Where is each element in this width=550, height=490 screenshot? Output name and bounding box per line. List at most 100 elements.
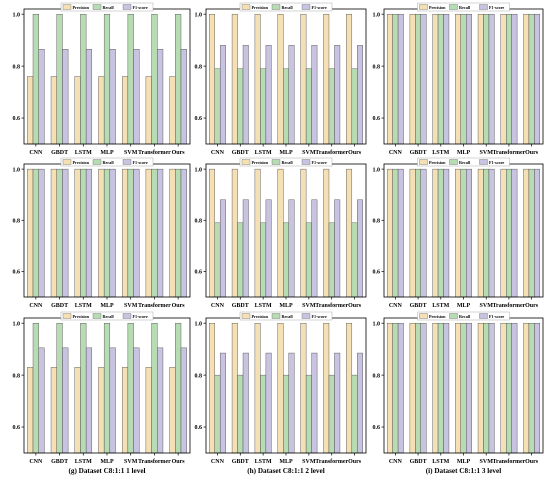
x-tick-label-cnn: CNN [211, 303, 225, 309]
legend-swatch-f1-score [301, 313, 311, 319]
legend-swatch-recall [92, 313, 102, 319]
legend-swatch-recall [92, 159, 102, 165]
bar-precision-cnn [27, 367, 34, 454]
x-tick-label-mlp: MLP [100, 459, 114, 465]
x-tick-label-lstm: LSTM [432, 303, 449, 309]
bar-recall-ours [528, 13, 535, 145]
y-tick-label: 0.6 [195, 425, 203, 431]
bar-precision-transformer [323, 168, 330, 298]
x-tick-label-lstm: LSTM [432, 150, 449, 156]
bar-recall-mlp [103, 13, 111, 145]
bar-recall-svm [483, 168, 490, 298]
x-tick-label-mlp: MLP [279, 459, 293, 465]
legend-swatch-recall [449, 313, 458, 319]
subplot-f: 0.6 0.8 1.0 CNN GBDT LSTM MLP SVM Transformer Our… [373, 157, 544, 319]
bar-precision-cnn [386, 322, 393, 454]
bar-recall-transformer [151, 322, 158, 454]
bar-precision-transformer [323, 322, 330, 454]
bar-recall-cnn [32, 322, 39, 454]
bar-recall-cnn [214, 68, 221, 145]
legend-swatch-f1-score [122, 313, 132, 319]
bar-recall-lstm [260, 68, 267, 145]
x-tick-label-ours: Ours [348, 150, 362, 156]
legend-label-recall: Recall [459, 314, 471, 319]
y-tick-label: 0.8 [195, 64, 203, 70]
x-tick-label-transformer: Transformer [492, 303, 525, 309]
x-tick-label-svm: SVM [124, 303, 138, 309]
bar-f1-score-transformer [511, 13, 518, 145]
bar-recall-lstm [80, 168, 87, 298]
bar-recall-lstm [437, 322, 444, 454]
legend-swatch-recall [92, 4, 102, 10]
bar-precision-transformer [145, 76, 152, 145]
x-tick-label-svm: SVM [302, 459, 316, 465]
legend-label-precision: Precision [429, 160, 446, 165]
bar-precision-mlp [455, 13, 461, 145]
bar-precision-gbdt [50, 168, 57, 298]
bar-precision-mlp [277, 168, 284, 298]
bar-f1-score-lstm [443, 13, 450, 145]
bar-precision-mlp [277, 13, 284, 145]
bar-recall-transformer [506, 168, 512, 298]
legend-label-f1-score: F1-score [312, 5, 327, 10]
x-tick-label-mlp: MLP [457, 303, 471, 309]
y-tick-label: 0.6 [373, 270, 381, 276]
x-tick-label-ours: Ours [525, 459, 539, 465]
bar-f1-score-mlp [109, 168, 116, 298]
bar-precision-ours [169, 168, 176, 298]
legend-label-f1-score: F1-score [133, 314, 148, 319]
bar-recall-gbdt [56, 168, 63, 298]
bar-recall-svm [127, 322, 134, 454]
bar-recall-gbdt [237, 222, 244, 298]
bar-recall-transformer [506, 322, 512, 454]
bar-recall-svm [127, 13, 134, 145]
y-tick-label: 1.0 [195, 167, 203, 173]
bar-f1-score-mlp [466, 13, 472, 145]
bar-f1-score-lstm [265, 45, 272, 145]
bar-precision-mlp [277, 322, 284, 454]
bar-precision-transformer [500, 13, 507, 145]
bar-recall-ours [175, 168, 182, 298]
bar-f1-score-lstm [265, 199, 272, 298]
bar-f1-score-transformer [157, 49, 164, 145]
bar-recall-lstm [437, 168, 444, 298]
legend-label-precision: Precision [252, 160, 269, 165]
legend-label-f1-score: F1-score [133, 5, 148, 10]
x-tick-label-transformer: Transformer [492, 459, 525, 465]
subplot-b: 0.6 0.8 1.0 CNN GBDT LSTM MLP SVM Transformer Our… [195, 2, 367, 166]
bar-recall-svm [305, 374, 312, 454]
x-tick-label-cnn: CNN [211, 150, 225, 156]
bar-f1-score-gbdt [420, 322, 427, 454]
subplot-c: 0.6 0.8 1.0 CNN GBDT LSTM MLP SVM Transformer Our… [373, 2, 544, 166]
bar-f1-score-gbdt [420, 168, 427, 298]
bar-f1-score-cnn [397, 13, 404, 145]
legend-swatch-precision [419, 4, 428, 10]
bar-f1-score-mlp [109, 347, 116, 454]
legend-label-precision: Precision [252, 5, 269, 10]
x-tick-label-lstm: LSTM [255, 303, 272, 309]
legend-label-recall: Recall [103, 160, 115, 165]
legend-swatch-precision [419, 159, 428, 165]
bar-recall-mlp [460, 13, 467, 145]
bar-recall-gbdt [56, 322, 63, 454]
bar-f1-score-svm [133, 49, 140, 145]
bar-f1-score-transformer [334, 45, 341, 145]
x-tick-label-gbdt: GBDT [410, 303, 427, 309]
bar-precision-ours [169, 76, 176, 145]
bar-f1-score-cnn [219, 45, 226, 145]
bar-precision-svm [300, 322, 307, 454]
bar-f1-score-cnn [38, 168, 45, 298]
legend-swatch-f1-score [122, 159, 132, 165]
bar-precision-mlp [98, 76, 105, 145]
bar-precision-svm [477, 13, 484, 145]
legend-label-f1-score: F1-score [312, 314, 327, 319]
legend-box [60, 2, 154, 12]
legend-swatch-precision [62, 159, 72, 165]
x-tick-label-gbdt: GBDT [410, 459, 427, 465]
legend-box [417, 2, 510, 12]
x-tick-label-gbdt: GBDT [51, 150, 68, 156]
y-tick-label: 0.6 [195, 270, 203, 276]
bar-f1-score-mlp [288, 352, 295, 454]
